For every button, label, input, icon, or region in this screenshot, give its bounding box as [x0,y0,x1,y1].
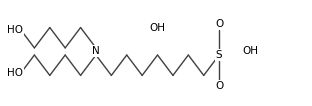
Text: O: O [215,20,223,29]
Text: O: O [215,81,223,91]
Text: HO: HO [7,68,23,78]
Text: HO: HO [7,25,23,35]
Text: OH: OH [149,23,166,33]
Text: N: N [92,46,100,56]
Text: S: S [216,50,222,60]
Text: OH: OH [242,46,258,56]
